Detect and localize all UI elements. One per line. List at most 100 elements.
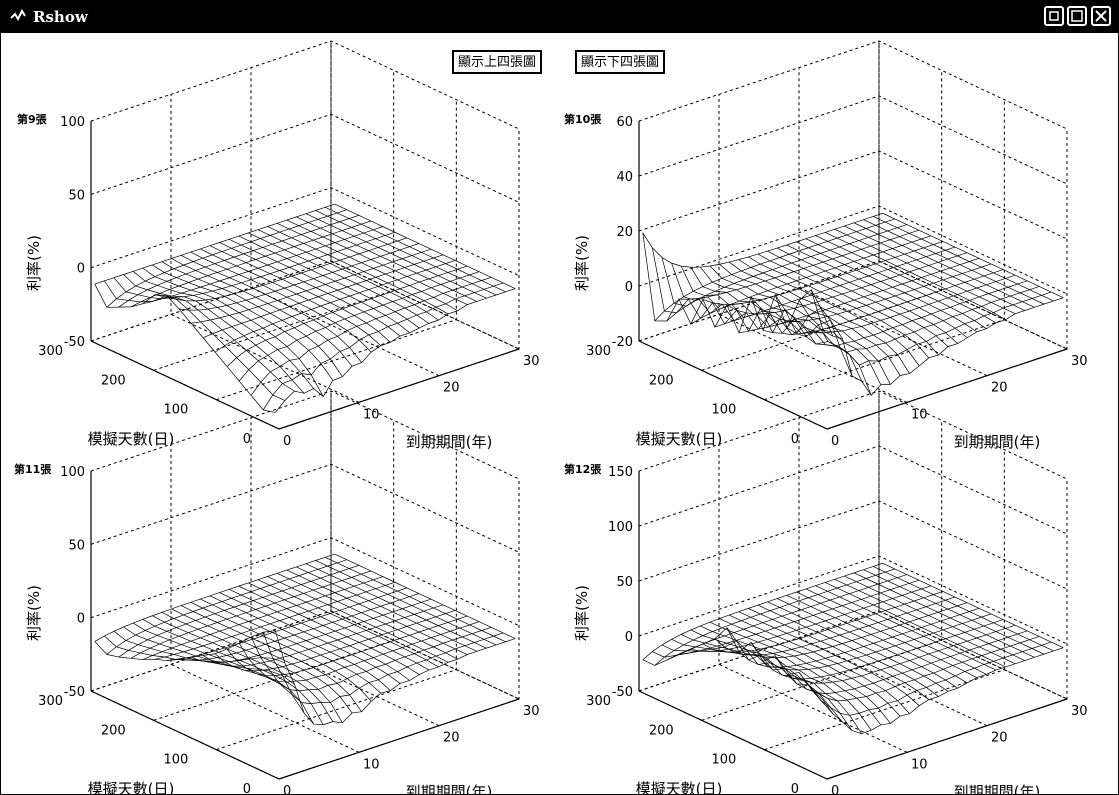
mesh-line — [94, 203, 335, 285]
mesh-line — [200, 598, 382, 694]
z-tick-label: 50 — [68, 538, 85, 553]
mesh-line — [229, 238, 410, 334]
mesh-line — [166, 237, 408, 302]
grid-line-x — [798, 67, 988, 377]
mesh-line — [873, 216, 1054, 302]
grid-line-x — [718, 94, 908, 403]
maximize-button[interactable] — [1067, 6, 1087, 26]
panel-label-9: 第9張 — [17, 113, 47, 126]
show-lower-four-button[interactable]: 顯示下四張圖 — [575, 50, 666, 74]
mesh-line — [334, 553, 516, 639]
x-tick-label: 20 — [991, 731, 1008, 746]
y-tick-label: 300 — [586, 344, 611, 359]
y-tick-label: 0 — [791, 782, 799, 794]
z-tick-label: 100 — [60, 115, 85, 130]
mesh-line — [786, 244, 968, 339]
mesh-line — [154, 231, 396, 298]
y-tick-label: 200 — [101, 373, 126, 388]
minimize-button[interactable] — [1044, 6, 1064, 26]
mesh-line — [305, 213, 487, 299]
y-axis-label: 模擬天數(日) — [636, 430, 723, 448]
mesh-line — [94, 283, 276, 413]
mesh-line — [719, 264, 901, 376]
surface-mesh — [642, 562, 1064, 734]
x-axis-label: 到期期間(年) — [406, 433, 493, 451]
mesh-line — [113, 277, 295, 392]
x-tick-label: 0 — [283, 784, 291, 794]
mesh-line — [190, 598, 432, 663]
x-tick-label: 0 — [831, 434, 839, 449]
mesh-line — [152, 615, 334, 722]
mesh-line — [171, 608, 353, 714]
mesh-line — [277, 222, 458, 312]
grid-line-z — [638, 150, 1068, 240]
matlab-figure-icon — [10, 8, 26, 22]
mesh-line — [642, 627, 824, 701]
mesh-line — [757, 253, 939, 356]
x-axis-line — [826, 698, 1068, 780]
mesh-line — [267, 576, 449, 663]
maximize-icon — [1071, 10, 1083, 22]
mesh-line — [810, 289, 1052, 366]
mesh-line — [123, 274, 305, 394]
x-axis-line — [278, 348, 520, 430]
surface-mesh — [94, 553, 516, 726]
panel-label-11: 第11張 — [14, 463, 52, 476]
mesh-line — [805, 238, 987, 330]
surface-mesh — [642, 212, 1064, 396]
y-tick-label: 300 — [586, 694, 611, 709]
minimize-icon — [1049, 11, 1059, 21]
x-tick-label: 0 — [831, 784, 839, 794]
z-tick-label: -50 — [612, 685, 633, 700]
surface-plot-10: 01020300100200300-200204060到期期間(年)模擬天數(日… — [573, 40, 1088, 451]
mesh-line — [130, 220, 371, 308]
y-axis-label: 模擬天數(日) — [88, 780, 175, 794]
mesh-line — [180, 254, 362, 363]
mesh-line — [209, 595, 391, 691]
mesh-line — [286, 219, 468, 305]
panel-label-12: 第12張 — [564, 463, 602, 476]
z-axis-label: 利率(%) — [25, 235, 43, 291]
z-tick-label: 60 — [616, 115, 633, 130]
mesh-line — [681, 634, 862, 734]
mesh-line — [853, 222, 1035, 308]
x-tick-label: 20 — [443, 731, 460, 746]
x-tick-label: 10 — [911, 407, 928, 422]
y-tick-label: 300 — [38, 344, 63, 359]
mesh-line — [296, 216, 477, 302]
mesh-line — [777, 598, 958, 689]
mesh-line — [671, 638, 853, 731]
mesh-line — [190, 601, 372, 702]
y-axis-label: 模擬天數(日) — [88, 430, 175, 448]
mesh-line — [882, 562, 1064, 649]
x-tick-label: 30 — [523, 354, 540, 369]
mesh-line — [690, 629, 872, 731]
title-bar[interactable]: Rshow — [1, 1, 1118, 33]
mesh-line — [248, 232, 430, 324]
z-tick-label: 50 — [68, 188, 85, 203]
z-tick-label: -20 — [612, 335, 633, 350]
mesh-line — [825, 232, 1006, 320]
mesh-line — [113, 630, 295, 685]
surface-plot-9: 01020300100200300-50050100到期期間(年)模擬天數(日)… — [25, 40, 540, 451]
mesh-line — [202, 254, 444, 339]
mesh-line — [267, 226, 449, 315]
z-tick-label: 150 — [608, 465, 633, 480]
mesh-line — [226, 265, 468, 367]
y-axis-line — [90, 690, 280, 780]
grid-line-z — [90, 537, 520, 627]
mesh-line — [786, 630, 1028, 694]
grid-line-y — [764, 449, 1005, 751]
mesh-line — [762, 619, 1004, 680]
grid-line-x — [718, 444, 908, 753]
grid-line-z — [638, 610, 1068, 700]
y-tick-label: 0 — [243, 432, 251, 447]
mesh-line — [286, 569, 468, 655]
close-button[interactable] — [1091, 6, 1111, 26]
mesh-line — [844, 575, 1025, 661]
show-upper-four-button[interactable]: 顯示上四張圖 — [452, 50, 543, 74]
mesh-line — [719, 618, 901, 717]
grid-line-z — [638, 95, 1068, 185]
mesh-line — [132, 622, 314, 725]
mesh-line — [238, 271, 480, 382]
